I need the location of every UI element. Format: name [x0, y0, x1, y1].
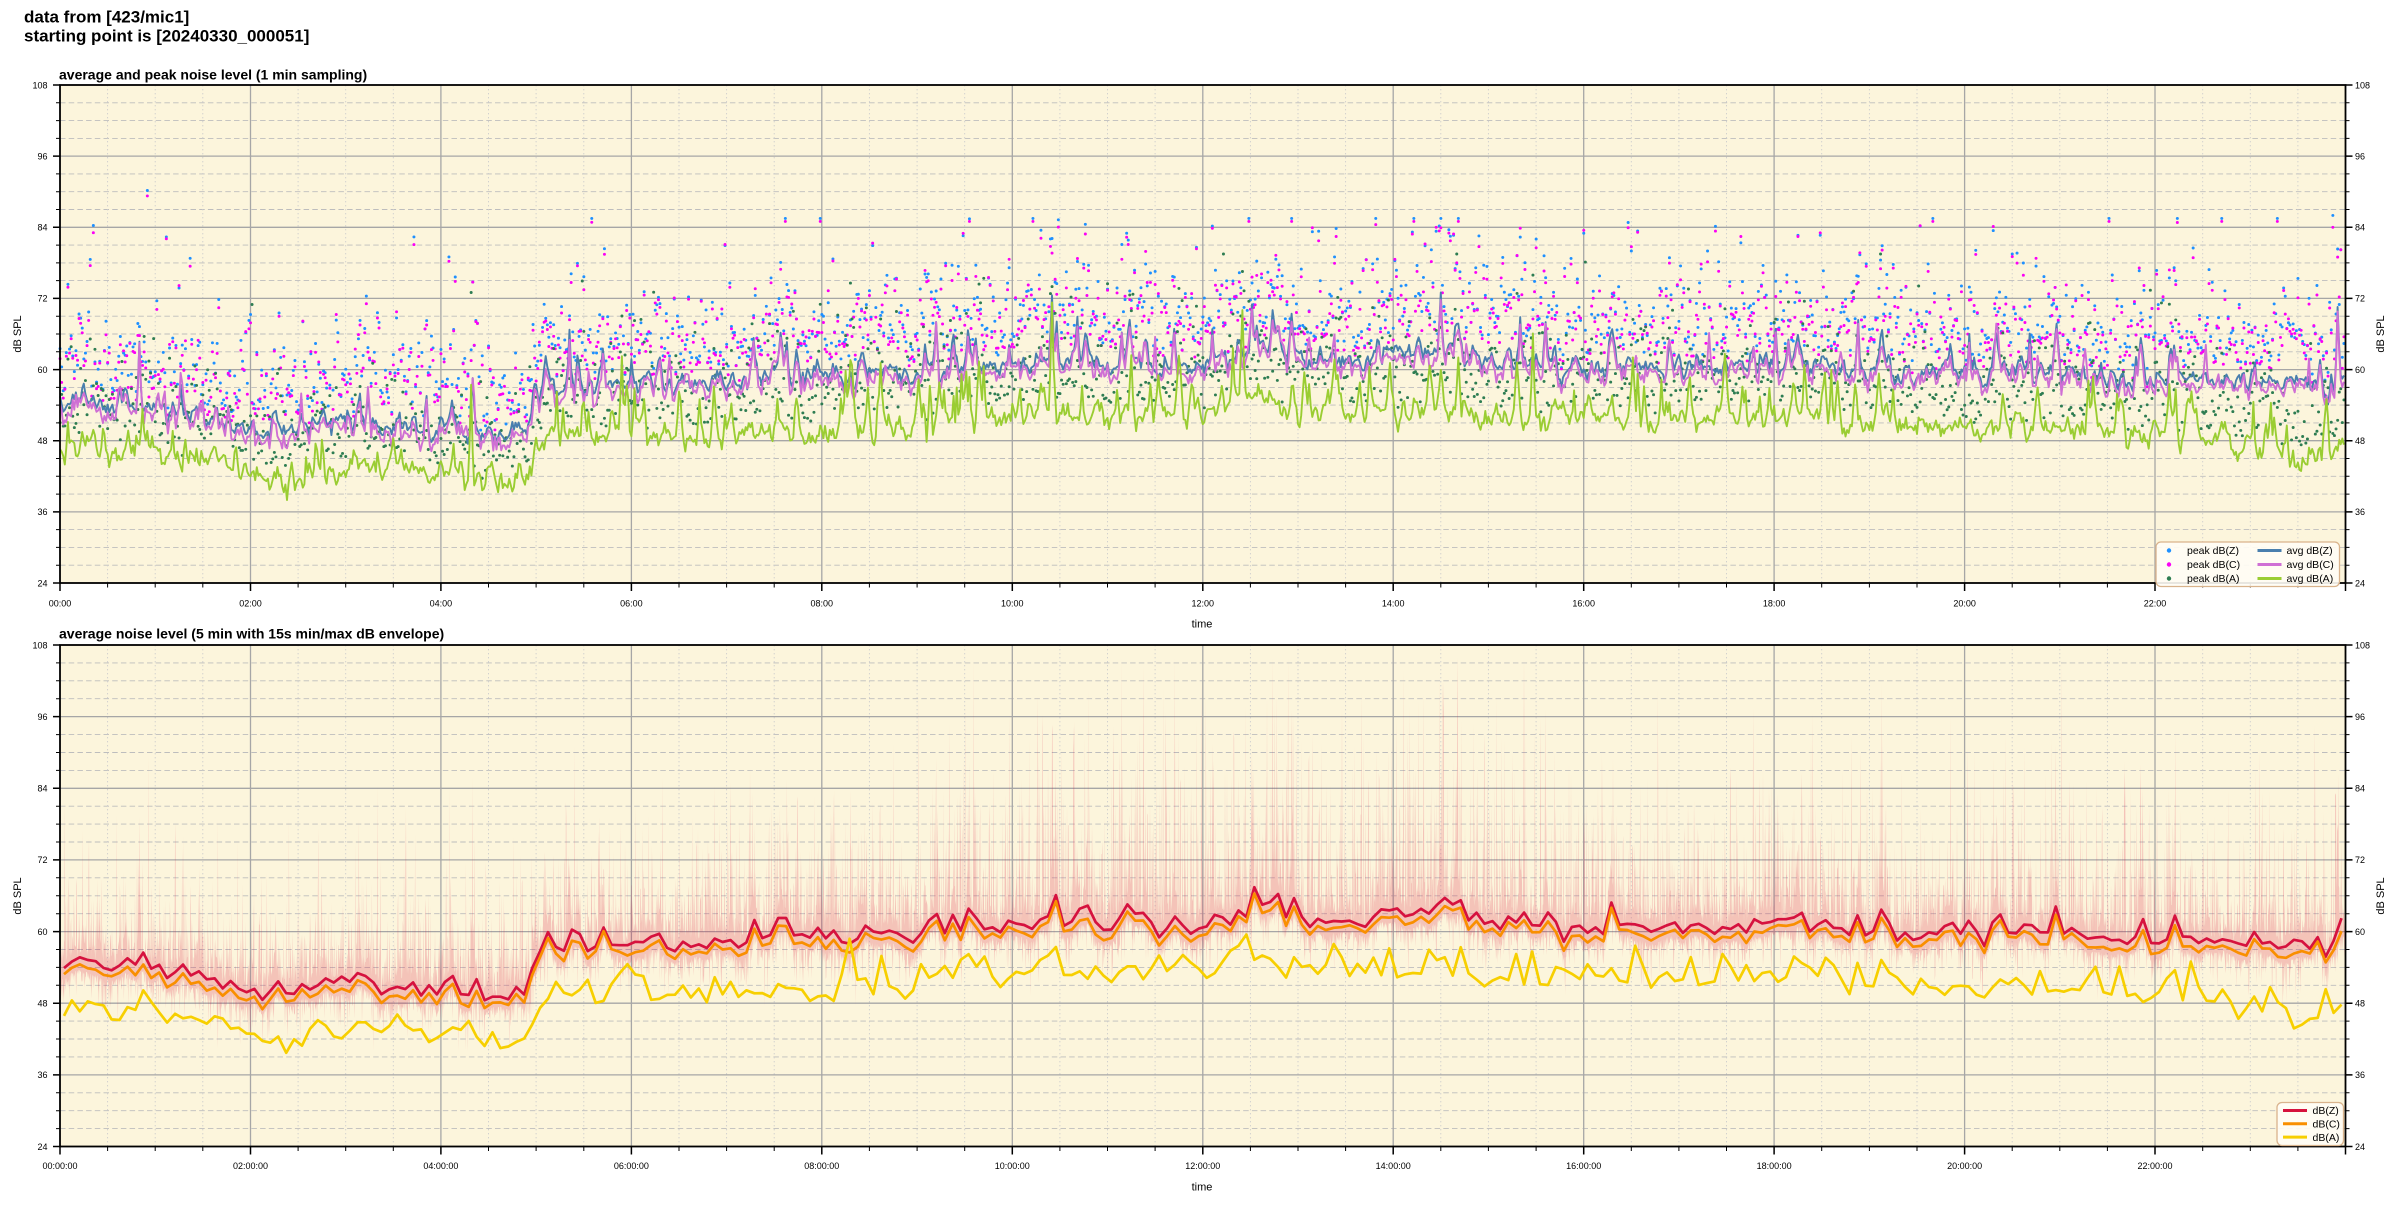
- svg-text:60: 60: [37, 365, 47, 375]
- svg-text:dB SPL: dB SPL: [2375, 315, 2387, 352]
- svg-text:time: time: [1192, 619, 1213, 631]
- svg-text:avg dB(C): avg dB(C): [2287, 559, 2334, 571]
- svg-text:72: 72: [37, 855, 47, 865]
- svg-text:108: 108: [32, 640, 47, 650]
- svg-text:04:00: 04:00: [430, 599, 453, 609]
- svg-text:24: 24: [37, 578, 47, 588]
- svg-text:96: 96: [37, 151, 47, 161]
- svg-text:08:00:00: 08:00:00: [804, 1161, 839, 1171]
- svg-text:96: 96: [37, 712, 47, 722]
- svg-text:36: 36: [37, 507, 47, 517]
- svg-text:84: 84: [37, 223, 47, 233]
- svg-text:84: 84: [2355, 784, 2365, 794]
- svg-text:60: 60: [37, 927, 47, 937]
- svg-text:36: 36: [37, 1070, 47, 1080]
- svg-text:84: 84: [2355, 223, 2365, 233]
- svg-text:average noise level (5 min wit: average noise level (5 min with 15s min/…: [59, 626, 444, 642]
- svg-text:108: 108: [2355, 640, 2370, 650]
- svg-text:14:00: 14:00: [1382, 599, 1405, 609]
- svg-text:48: 48: [2355, 436, 2365, 446]
- svg-text:96: 96: [2355, 712, 2365, 722]
- svg-text:04:00:00: 04:00:00: [423, 1161, 458, 1171]
- svg-text:06:00:00: 06:00:00: [614, 1161, 649, 1171]
- svg-text:dB SPL: dB SPL: [12, 315, 24, 352]
- svg-text:08:00: 08:00: [811, 599, 834, 609]
- svg-text:96: 96: [2355, 151, 2365, 161]
- svg-text:00:00: 00:00: [49, 599, 72, 609]
- svg-text:avg dB(Z): avg dB(Z): [2287, 545, 2333, 557]
- svg-text:72: 72: [2355, 294, 2365, 304]
- svg-text:36: 36: [2355, 1070, 2365, 1080]
- svg-text:time: time: [1192, 1182, 1213, 1194]
- svg-text:dB(A): dB(A): [2313, 1132, 2340, 1144]
- svg-text:60: 60: [2355, 365, 2365, 375]
- svg-text:84: 84: [37, 784, 47, 794]
- svg-text:60: 60: [2355, 927, 2365, 937]
- svg-text:48: 48: [37, 436, 47, 446]
- svg-text:dB(C): dB(C): [2313, 1119, 2340, 1131]
- svg-text:24: 24: [37, 1142, 47, 1152]
- svg-text:20:00:00: 20:00:00: [1947, 1161, 1982, 1171]
- svg-text:02:00:00: 02:00:00: [233, 1161, 268, 1171]
- svg-text:24: 24: [2355, 578, 2365, 588]
- svg-text:dB SPL: dB SPL: [2375, 877, 2387, 914]
- svg-text:22:00:00: 22:00:00: [2137, 1161, 2172, 1171]
- svg-text:18:00: 18:00: [1763, 599, 1786, 609]
- svg-text:10:00: 10:00: [1001, 599, 1024, 609]
- svg-text:108: 108: [32, 80, 47, 90]
- svg-text:10:00:00: 10:00:00: [995, 1161, 1030, 1171]
- svg-text:average and peak noise level (: average and peak noise level (1 min samp…: [59, 67, 367, 83]
- svg-text:00:00:00: 00:00:00: [42, 1161, 77, 1171]
- svg-text:48: 48: [2355, 999, 2365, 1009]
- svg-text:peak dB(Z): peak dB(Z): [2187, 545, 2239, 557]
- svg-text:14:00:00: 14:00:00: [1376, 1161, 1411, 1171]
- svg-text:06:00: 06:00: [620, 599, 643, 609]
- svg-text:data from [423/mic1]: data from [423/mic1]: [24, 8, 189, 27]
- svg-text:22:00: 22:00: [2144, 599, 2167, 609]
- svg-text:02:00: 02:00: [239, 599, 262, 609]
- svg-text:72: 72: [2355, 855, 2365, 865]
- svg-text:18:00:00: 18:00:00: [1757, 1161, 1792, 1171]
- svg-text:72: 72: [37, 294, 47, 304]
- svg-text:20:00: 20:00: [1953, 599, 1976, 609]
- svg-text:36: 36: [2355, 507, 2365, 517]
- svg-text:12:00: 12:00: [1192, 599, 1215, 609]
- svg-text:starting point is [20240330_00: starting point is [20240330_000051]: [24, 27, 309, 46]
- svg-text:avg dB(A): avg dB(A): [2287, 573, 2334, 585]
- svg-text:24: 24: [2355, 1142, 2365, 1152]
- svg-text:dB(Z): dB(Z): [2313, 1105, 2339, 1117]
- svg-text:12:00:00: 12:00:00: [1185, 1161, 1220, 1171]
- svg-text:16:00: 16:00: [1572, 599, 1595, 609]
- svg-text:dB SPL: dB SPL: [12, 877, 24, 914]
- svg-text:48: 48: [37, 999, 47, 1009]
- svg-text:peak dB(C): peak dB(C): [2187, 559, 2240, 571]
- svg-text:peak dB(A): peak dB(A): [2187, 573, 2240, 585]
- svg-text:16:00:00: 16:00:00: [1566, 1161, 1601, 1171]
- svg-text:108: 108: [2355, 80, 2370, 90]
